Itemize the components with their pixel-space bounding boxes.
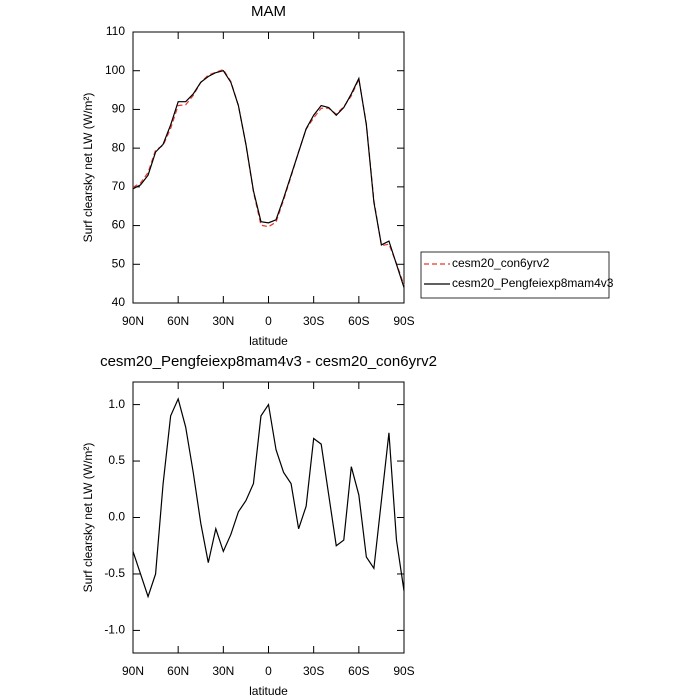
data-line: [132, 68, 405, 286]
y-tick-label: -1.0: [104, 623, 125, 637]
legend-label: cesm20_con6yrv2: [452, 256, 550, 270]
plot-frame: [132, 381, 405, 654]
data-line: [132, 70, 405, 288]
x-tick-label: 60S: [348, 314, 369, 328]
y-tick-label: 50: [112, 256, 126, 270]
y-tick-label: 110: [106, 24, 125, 38]
y-tick-label: 80: [112, 140, 126, 154]
x-tick-label: 30S: [303, 314, 324, 328]
x-axis-label: latitude: [249, 684, 288, 698]
y-axis-label: Surf clearsky net LW (W/m²): [81, 93, 95, 243]
y-tick-label: 70: [112, 179, 126, 193]
x-tick-label: 90S: [393, 664, 414, 678]
x-tick-label: 30S: [303, 664, 324, 678]
y-tick-label: 60: [112, 218, 126, 232]
chart-title: cesm20_Pengfeiexp8mam4v3 - cesm20_con6yr…: [100, 353, 437, 370]
x-tick-label: 30N: [212, 314, 234, 328]
y-tick-label: -0.5: [104, 566, 125, 580]
y-tick-label: 40: [112, 295, 126, 309]
x-tick-label: 0: [265, 664, 272, 678]
data-line: [132, 397, 405, 599]
x-tick-label: 90N: [122, 314, 144, 328]
y-tick-label: 0.5: [108, 453, 125, 467]
legend-box: [420, 251, 610, 299]
x-tick-label: 30N: [212, 664, 234, 678]
x-tick-label: 60S: [348, 664, 369, 678]
y-tick-label: 90: [112, 102, 126, 116]
x-axis-label: latitude: [249, 334, 288, 348]
x-tick-label: 0: [265, 314, 272, 328]
chart-title: MAM: [251, 3, 286, 20]
legend-label: cesm20_Pengfeiexp8mam4v3: [452, 276, 614, 290]
x-tick-label: 90S: [393, 314, 414, 328]
x-tick-label: 90N: [122, 664, 144, 678]
y-tick-label: 100: [105, 63, 125, 77]
x-tick-label: 60N: [167, 314, 189, 328]
y-tick-label: 1.0: [108, 397, 125, 411]
x-tick-label: 60N: [167, 664, 189, 678]
y-tick-label: 0.0: [108, 510, 125, 524]
y-axis-label: Surf clearsky net LW (W/m²): [81, 443, 95, 593]
plot-frame: [132, 31, 405, 304]
